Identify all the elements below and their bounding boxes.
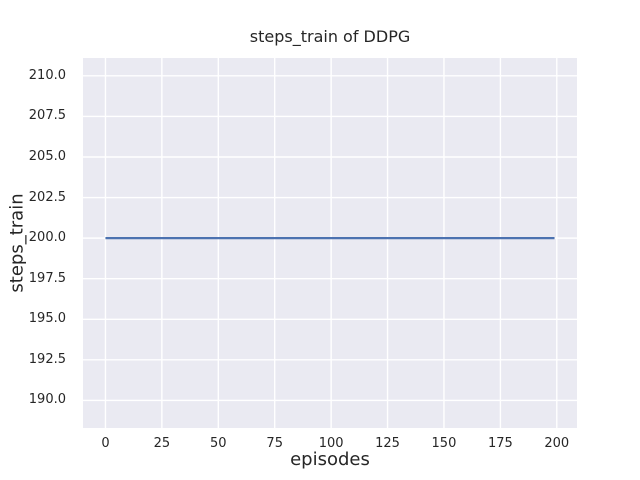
x-tick-label: 150 <box>431 436 457 451</box>
x-tick-label: 200 <box>544 436 570 451</box>
x-tick-label: 100 <box>318 436 344 451</box>
x-tick-label: 175 <box>487 436 513 451</box>
y-tick-label: 197.5 <box>28 270 66 286</box>
plot-area <box>83 58 577 428</box>
y-tick-label: 202.5 <box>28 189 66 205</box>
chart-title: steps_train of DDPG <box>249 27 411 46</box>
x-tick-label: 0 <box>101 436 110 451</box>
y-tick-label: 210.0 <box>28 67 66 83</box>
y-tick-label: 205.0 <box>28 148 66 164</box>
plot-canvas <box>83 58 577 428</box>
y-axis-label: steps_train <box>6 193 28 293</box>
x-tick-label: 25 <box>153 436 171 451</box>
y-tick-label: 190.0 <box>28 392 66 408</box>
y-tick-label: 200.0 <box>28 230 66 246</box>
y-tick-label: 192.5 <box>28 351 66 367</box>
x-tick-label: 50 <box>210 436 227 451</box>
x-tick-label: 75 <box>266 436 283 451</box>
y-tick-label: 207.5 <box>28 108 66 124</box>
x-axis-label: episodes <box>290 449 370 470</box>
y-tick-label: 195.0 <box>28 311 66 327</box>
x-tick-label: 125 <box>375 436 400 451</box>
